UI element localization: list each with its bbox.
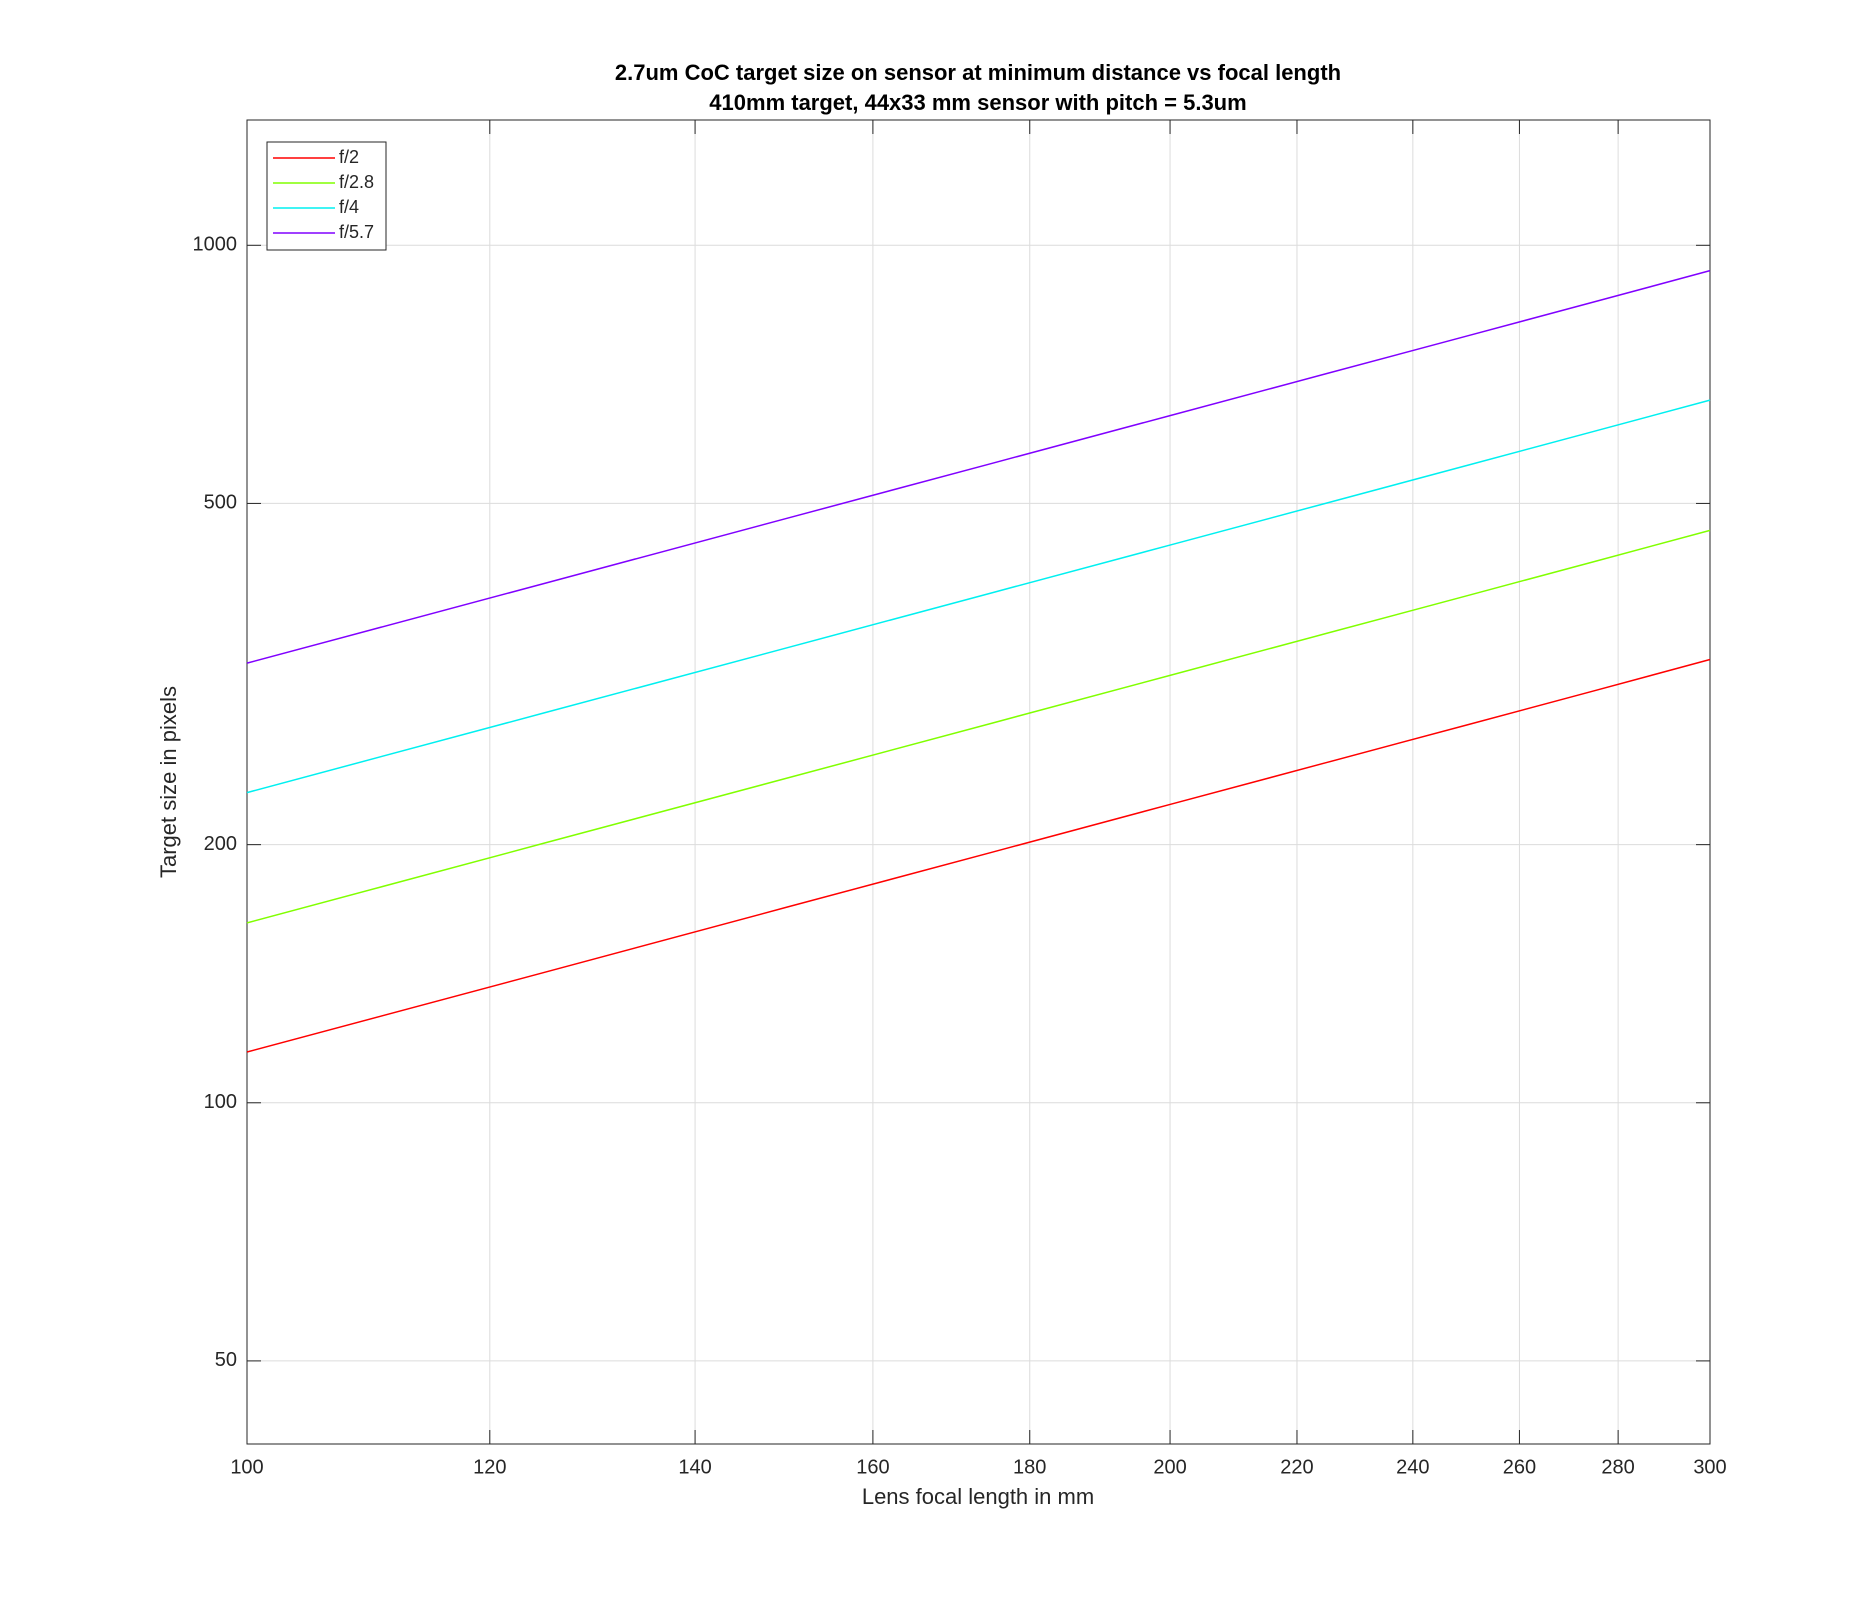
x-tick-label: 160 bbox=[856, 1456, 889, 1478]
series-line bbox=[246, 658, 1711, 1053]
x-tick-label: 120 bbox=[473, 1456, 506, 1478]
y-tick-label: 1000 bbox=[193, 234, 238, 256]
legend-label: f/5.7 bbox=[339, 222, 374, 242]
x-tick-label: 260 bbox=[1503, 1456, 1536, 1478]
series-line bbox=[246, 269, 1711, 664]
plot-frame bbox=[246, 119, 1711, 1445]
legend-box bbox=[266, 141, 387, 251]
x-axis-label: Lens focal length in mm bbox=[862, 1484, 1094, 1509]
legend-label: f/2.8 bbox=[339, 172, 374, 192]
y-tick-label: 100 bbox=[204, 1091, 237, 1113]
y-tick-label: 200 bbox=[204, 833, 237, 855]
chart-title: 2.7um CoC target size on sensor at minim… bbox=[615, 60, 1341, 85]
x-tick-label: 140 bbox=[678, 1456, 711, 1478]
series-line bbox=[246, 399, 1711, 794]
x-tick-label: 100 bbox=[230, 1456, 263, 1478]
x-tick-label: 180 bbox=[1013, 1456, 1046, 1478]
chart-subtitle: 410mm target, 44x33 mm sensor with pitch… bbox=[709, 90, 1246, 115]
x-tick-label: 200 bbox=[1153, 1456, 1186, 1478]
x-tick-label: 280 bbox=[1601, 1456, 1634, 1478]
y-tick-label: 500 bbox=[204, 492, 237, 514]
x-tick-label: 220 bbox=[1280, 1456, 1313, 1478]
legend-label: f/2 bbox=[339, 147, 359, 167]
x-tick-label: 300 bbox=[1693, 1456, 1726, 1478]
series-line bbox=[246, 529, 1711, 924]
y-tick-label: 50 bbox=[215, 1349, 237, 1371]
y-axis-label: Target size in pixels bbox=[156, 686, 181, 878]
x-tick-label: 240 bbox=[1396, 1456, 1429, 1478]
legend-label: f/4 bbox=[339, 197, 359, 217]
